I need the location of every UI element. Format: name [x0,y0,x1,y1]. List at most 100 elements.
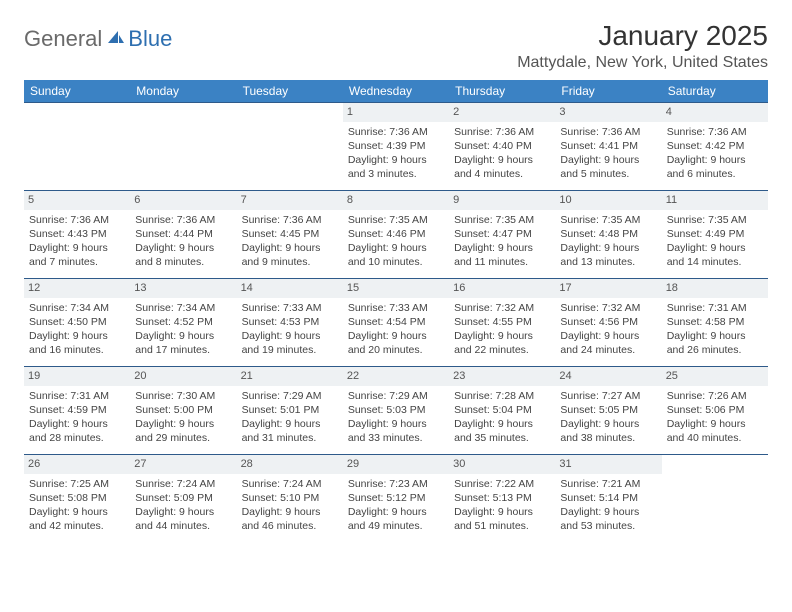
sunrise-text: Sunrise: 7:24 AM [242,477,338,491]
daylight-text: Daylight: 9 hours and 22 minutes. [454,329,550,357]
sunrise-text: Sunrise: 7:29 AM [242,389,338,403]
day-number: 16 [449,279,555,298]
daylight-text: Daylight: 9 hours and 5 minutes. [560,153,656,181]
sunset-text: Sunset: 4:44 PM [135,227,231,241]
calendar-week-row: 5Sunrise: 7:36 AMSunset: 4:43 PMDaylight… [24,191,768,279]
daylight-text: Daylight: 9 hours and 33 minutes. [348,417,444,445]
location: Mattydale, New York, United States [517,54,768,72]
daylight-text: Daylight: 9 hours and 29 minutes. [135,417,231,445]
sunrise-text: Sunrise: 7:36 AM [242,213,338,227]
weekday-header: Wednesday [343,80,449,103]
sunrise-text: Sunrise: 7:24 AM [135,477,231,491]
calendar-day-cell: 28Sunrise: 7:24 AMSunset: 5:10 PMDayligh… [237,455,343,543]
sunrise-text: Sunrise: 7:32 AM [454,301,550,315]
sunset-text: Sunset: 5:00 PM [135,403,231,417]
calendar-day-cell: 18Sunrise: 7:31 AMSunset: 4:58 PMDayligh… [662,279,768,367]
sunset-text: Sunset: 4:39 PM [348,139,444,153]
calendar-day-cell [24,103,130,191]
calendar-day-cell: 10 Sunrise: 7:35 AMSunset: 4:48 PMDayligh… [555,191,661,279]
weekday-header-row: Sunday Monday Tuesday Wednesday Thursday… [24,80,768,103]
day-number: 31 [555,455,661,474]
calendar-day-cell: 3Sunrise: 7:36 AMSunset: 4:41 PMDaylight… [555,103,661,191]
logo-text-general: General [24,26,102,52]
calendar-week-row: 26Sunrise: 7:25 AMSunset: 5:08 PMDayligh… [24,455,768,543]
calendar-day-cell: 31Sunrise: 7:21 AMSunset: 5:14 PMDayligh… [555,455,661,543]
calendar-day-cell: 19Sunrise: 7:31 AMSunset: 4:59 PMDayligh… [24,367,130,455]
sunrise-text: Sunrise: 7:29 AM [348,389,444,403]
sunrise-text: Sunrise: 7:31 AM [29,389,125,403]
sunset-text: Sunset: 5:06 PM [667,403,763,417]
daylight-text: Daylight: 9 hours and 3 minutes. [348,153,444,181]
sunset-text: Sunset: 4:52 PM [135,315,231,329]
day-number: 7 [237,191,343,210]
daylight-text: Daylight: 9 hours and 19 minutes. [242,329,338,357]
sunset-text: Sunset: 5:09 PM [135,491,231,505]
day-number: 13 [130,279,236,298]
day-number: 10 [555,191,661,210]
day-number: 14 [237,279,343,298]
sunrise-text: Sunrise: 7:35 AM [560,213,656,227]
sunset-text: Sunset: 4:47 PM [454,227,550,241]
daylight-text: Daylight: 9 hours and 9 minutes. [242,241,338,269]
calendar-day-cell: 13Sunrise: 7:34 AMSunset: 4:52 PMDayligh… [130,279,236,367]
weekday-header: Monday [130,80,236,103]
day-number: 6 [130,191,236,210]
sunrise-text: Sunrise: 7:34 AM [29,301,125,315]
sunrise-text: Sunrise: 7:36 AM [667,125,763,139]
sunrise-text: Sunrise: 7:27 AM [560,389,656,403]
day-number: 29 [343,455,449,474]
daylight-text: Daylight: 9 hours and 44 minutes. [135,505,231,533]
sunset-text: Sunset: 4:46 PM [348,227,444,241]
sunset-text: Sunset: 5:13 PM [454,491,550,505]
calendar-day-cell: 16 Sunrise: 7:32 AMSunset: 4:55 PMDayligh… [449,279,555,367]
daylight-text: Daylight: 9 hours and 24 minutes. [560,329,656,357]
sunrise-text: Sunrise: 7:26 AM [667,389,763,403]
sunrise-text: Sunrise: 7:31 AM [667,301,763,315]
month-title: January 2025 [517,20,768,52]
sunrise-text: Sunrise: 7:23 AM [348,477,444,491]
daylight-text: Daylight: 9 hours and 8 minutes. [135,241,231,269]
sunrise-text: Sunrise: 7:36 AM [29,213,125,227]
sunset-text: Sunset: 4:41 PM [560,139,656,153]
sunrise-text: Sunrise: 7:21 AM [560,477,656,491]
sunset-text: Sunset: 4:48 PM [560,227,656,241]
sunset-text: Sunset: 4:53 PM [242,315,338,329]
daylight-text: Daylight: 9 hours and 51 minutes. [454,505,550,533]
day-number: 25 [662,367,768,386]
sunset-text: Sunset: 4:54 PM [348,315,444,329]
sunset-text: Sunset: 4:49 PM [667,227,763,241]
calendar-day-cell: 17Sunrise: 7:32 AMSunset: 4:56 PMDayligh… [555,279,661,367]
calendar-day-cell: 24Sunrise: 7:27 AMSunset: 5:05 PMDayligh… [555,367,661,455]
daylight-text: Daylight: 9 hours and 26 minutes. [667,329,763,357]
daylight-text: Daylight: 9 hours and 11 minutes. [454,241,550,269]
sunset-text: Sunset: 5:08 PM [29,491,125,505]
sunset-text: Sunset: 5:04 PM [454,403,550,417]
title-block: January 2025 Mattydale, New York, United… [517,20,768,72]
day-number: 2 [449,103,555,122]
day-number: 5 [24,191,130,210]
calendar-week-row: 12Sunrise: 7:34 AMSunset: 4:50 PMDayligh… [24,279,768,367]
sunset-text: Sunset: 4:40 PM [454,139,550,153]
calendar-table: Sunday Monday Tuesday Wednesday Thursday… [24,80,768,543]
day-number: 3 [555,103,661,122]
calendar-day-cell: 22Sunrise: 7:29 AMSunset: 5:03 PMDayligh… [343,367,449,455]
daylight-text: Daylight: 9 hours and 42 minutes. [29,505,125,533]
calendar-day-cell: 5Sunrise: 7:36 AMSunset: 4:43 PMDaylight… [24,191,130,279]
calendar-day-cell: 11Sunrise: 7:35 AMSunset: 4:49 PMDayligh… [662,191,768,279]
calendar-day-cell: 6Sunrise: 7:36 AMSunset: 4:44 PMDaylight… [130,191,236,279]
daylight-text: Daylight: 9 hours and 16 minutes. [29,329,125,357]
day-number: 22 [343,367,449,386]
calendar-day-cell: 8Sunrise: 7:35 AMSunset: 4:46 PMDaylight… [343,191,449,279]
day-number: 8 [343,191,449,210]
day-number: 11 [662,191,768,210]
day-number: 1 [343,103,449,122]
calendar-day-cell: 23Sunrise: 7:28 AMSunset: 5:04 PMDayligh… [449,367,555,455]
daylight-text: Daylight: 9 hours and 13 minutes. [560,241,656,269]
weekday-header: Tuesday [237,80,343,103]
sunrise-text: Sunrise: 7:35 AM [454,213,550,227]
day-number: 30 [449,455,555,474]
sunset-text: Sunset: 4:55 PM [454,315,550,329]
day-number: 20 [130,367,236,386]
calendar-day-cell: 2Sunrise: 7:36 AMSunset: 4:40 PMDaylight… [449,103,555,191]
sunset-text: Sunset: 4:58 PM [667,315,763,329]
